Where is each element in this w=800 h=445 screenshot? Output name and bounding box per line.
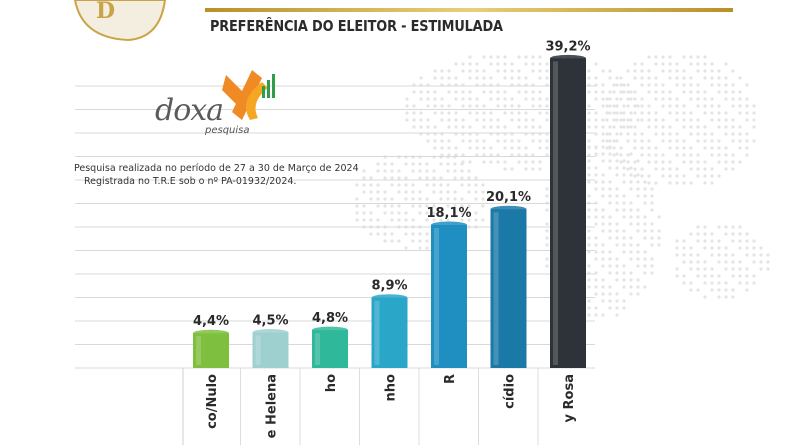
bar [550, 58, 586, 368]
bar-highlight [196, 336, 201, 365]
category-label: cídio [503, 374, 518, 409]
badge-letter-icon: D [96, 0, 115, 24]
registration-note: Registrada no T.R.E sob o nº PA-01932/20… [84, 176, 297, 187]
bar-highlight [493, 212, 499, 365]
chart-title: PREFERÊNCIA DO ELEITOR - ESTIMULADA [210, 17, 503, 35]
bar-cap [252, 328, 289, 336]
chart-bars: 4,4% co/Nulo 4,5% e Helena 4,8% ho 8,9% nho 18,1… [193, 39, 591, 445]
bar-highlight [434, 228, 439, 365]
data-label: 20,1% [486, 190, 531, 205]
gold-header-bar [205, 8, 733, 12]
bar-highlight [255, 335, 261, 365]
data-label: 39,2% [545, 39, 590, 54]
gold-badge-icon [73, 0, 167, 42]
data-label: 4,4% [193, 314, 229, 329]
bar [371, 297, 408, 368]
data-label: 18,1% [426, 206, 471, 221]
bar [431, 225, 467, 368]
category-label: ho [324, 374, 339, 392]
chart-grid [75, 85, 595, 445]
data-label: 8,9% [371, 279, 407, 294]
category-label: e Helena [265, 374, 280, 438]
bar [193, 333, 229, 368]
doxa-logo-icon [222, 70, 275, 120]
bar-cap [490, 205, 527, 213]
bar-cap [193, 329, 229, 337]
data-label: 4,8% [312, 311, 348, 326]
bar-cap [431, 221, 467, 229]
bar-cap [371, 294, 408, 302]
bar-cap [312, 326, 348, 334]
category-label: y Rosa [562, 374, 577, 422]
bar [252, 332, 289, 368]
bar-highlight [374, 300, 380, 365]
bar-cap [550, 54, 586, 62]
survey-period-note: Pesquisa realizada no período de 27 a 30… [74, 163, 359, 174]
bar-highlight [315, 333, 320, 365]
category-label: co/Nulo [205, 374, 220, 429]
bar-highlight [553, 61, 558, 365]
category-label: R [443, 374, 458, 384]
data-label: 4,5% [252, 313, 288, 328]
logo-subtitle: pesquisa [205, 125, 250, 136]
bar [490, 209, 527, 368]
logo-name: doxa [155, 93, 224, 128]
bar [312, 330, 348, 368]
category-label: nho [384, 374, 399, 402]
